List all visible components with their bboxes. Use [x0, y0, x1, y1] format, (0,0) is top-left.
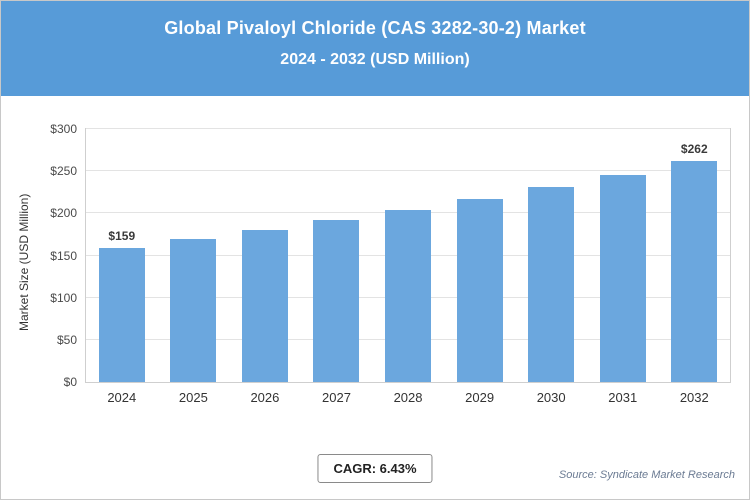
x-tick-label: 2026 — [250, 390, 280, 405]
bar-2027 — [313, 220, 360, 382]
cagr-badge: CAGR: 6.43% — [317, 454, 433, 483]
bar-value-label: $159 — [108, 228, 136, 243]
y-tick-label: $150 — [50, 248, 77, 263]
x-tick-label: 2030 — [536, 390, 566, 405]
bar-2032 — [671, 161, 718, 382]
bar-column-2027: 2027 — [301, 129, 373, 405]
bar-column-2029: 2029 — [444, 129, 516, 405]
x-tick-label: 2032 — [679, 390, 709, 405]
y-tick-label: $0 — [63, 375, 77, 389]
bar-2030 — [528, 187, 575, 382]
chart-subtitle: 2024 - 2032 (USD Million) — [280, 51, 470, 68]
bar-column-2030: 2030 — [515, 129, 587, 405]
bar-value-label: $262 — [680, 142, 708, 157]
x-tick-label: 2029 — [465, 390, 495, 405]
x-tick-label: 2028 — [393, 390, 423, 405]
x-tick-label: 2031 — [608, 390, 638, 405]
x-tick-label: 2027 — [322, 390, 351, 405]
x-tick-label: 2025 — [178, 390, 208, 405]
chart-header: Global Pivaloyl Chloride (CAS 3282-30-2)… — [1, 1, 749, 96]
x-tick-label: 2024 — [107, 390, 137, 405]
bar-2024 — [98, 247, 145, 382]
y-tick-label: $50 — [56, 332, 77, 347]
bar-column-2024: $159 2024 — [86, 129, 158, 405]
bar-2028 — [385, 209, 432, 382]
chart-section: Market Size (USD Million) $0 $50 $100 $150 $… — [1, 96, 749, 405]
y-axis-title: Market Size (USD Million) — [17, 193, 31, 331]
y-tick-label: $200 — [50, 206, 77, 221]
gridline — [86, 128, 730, 129]
bar-column-2031: 2031 — [587, 129, 659, 405]
chart-footer: CAGR: 6.43% Source: Syndicate Market Res… — [1, 439, 749, 499]
bar-2025 — [170, 239, 217, 382]
bars-row: $159 2024 2025 2026 2027 2028 2029 2030 2031 $262… — [86, 129, 731, 405]
bar-2026 — [241, 230, 288, 382]
bar-2031 — [599, 174, 646, 382]
y-tick-label: $300 — [50, 122, 77, 136]
bar-column-2026: 2026 — [229, 129, 301, 405]
bar-column-2025: 2025 — [158, 129, 230, 405]
plot-wrap: $0 $50 $100 $150 $200 $250 $300 $159 2024 2025 202… — [50, 122, 731, 405]
chart-title: Global Pivaloyl Chloride (CAS 3282-30-2)… — [164, 18, 586, 38]
y-tick-label: $100 — [50, 290, 77, 305]
source-attribution: Source: Syndicate Market Research — [558, 469, 735, 481]
bar-2029 — [456, 199, 503, 382]
bar-column-2028: 2028 — [372, 129, 444, 405]
y-tick-label: $250 — [50, 164, 77, 179]
bar-column-2032: $262 2032 — [659, 129, 731, 405]
gridline — [86, 170, 730, 172]
plot-area: $0 $50 $100 $150 $200 $250 $300 $159 2024 2025 202… — [50, 122, 731, 405]
